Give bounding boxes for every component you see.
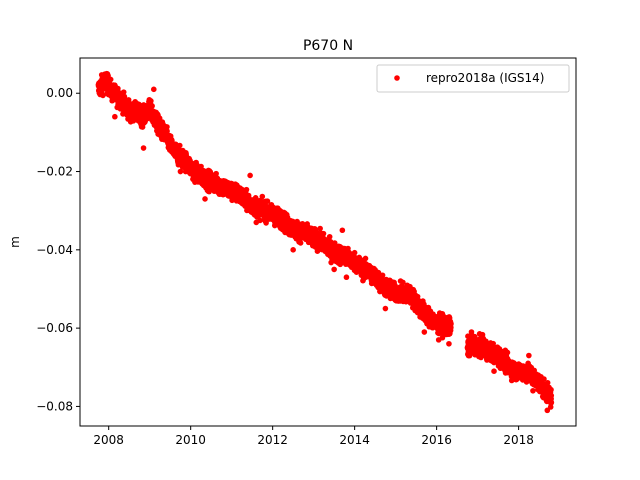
data-point (526, 352, 532, 359)
data-point (435, 337, 442, 343)
data-point (331, 266, 337, 273)
data-points (95, 70, 555, 414)
data-point (320, 230, 327, 237)
data-point (150, 86, 157, 93)
data-point (339, 227, 346, 234)
data-point (121, 93, 128, 100)
data-point (112, 113, 118, 120)
data-point (202, 196, 208, 202)
data-point (213, 170, 219, 177)
data-point (362, 255, 369, 262)
x-tick-label: 2016 (421, 433, 452, 447)
legend: repro2018a (IGS14) (376, 64, 570, 93)
data-point (247, 172, 253, 179)
data-point (148, 98, 154, 104)
data-point (259, 193, 266, 200)
data-point (253, 219, 260, 226)
data-point (326, 233, 333, 240)
x-tick-label: 2014 (339, 433, 370, 447)
data-point (100, 92, 106, 99)
y-tick-label: −0.06 (36, 321, 73, 335)
legend-marker-icon (394, 75, 400, 81)
data-point (140, 145, 147, 151)
data-point (448, 321, 454, 327)
data-point (164, 124, 170, 130)
y-tick-label: −0.04 (36, 243, 73, 257)
data-point (243, 186, 250, 193)
y-tick-label: 0.00 (46, 86, 73, 100)
chart-title: P670 N (303, 38, 353, 54)
legend-entry-label: repro2018a (IGS14) (426, 71, 544, 85)
data-point (290, 247, 296, 253)
data-point (177, 168, 184, 175)
data-point (103, 70, 110, 77)
x-axis: 2008 2010 2012 2014 2016 2018 (93, 426, 534, 447)
data-point (446, 340, 452, 347)
data-point (548, 399, 555, 406)
x-tick-label: 2010 (175, 433, 206, 447)
data-point (400, 279, 406, 286)
data-point (382, 305, 389, 312)
x-tick-label: 2012 (257, 433, 288, 447)
data-point (544, 407, 551, 414)
data-point (120, 89, 127, 95)
y-tick-label: −0.02 (36, 165, 73, 179)
data-point (379, 272, 386, 279)
data-point (297, 240, 304, 246)
data-point (491, 368, 497, 374)
data-point (548, 392, 555, 399)
data-point (343, 274, 350, 281)
data-point (504, 349, 511, 356)
data-point (264, 198, 271, 205)
data-point (530, 387, 536, 394)
data-point (149, 103, 155, 109)
data-point (198, 163, 204, 170)
x-tick-label: 2018 (503, 433, 534, 447)
data-point (421, 329, 428, 335)
y-axis: 0.00 −0.02 −0.04 −0.06 −0.08 (36, 86, 80, 413)
data-point (317, 225, 323, 232)
data-point (156, 115, 163, 121)
data-point (548, 386, 554, 393)
y-tick-label: −0.08 (36, 399, 73, 413)
data-point (176, 142, 183, 149)
y-axis-label: m (8, 236, 22, 248)
x-tick-label: 2008 (93, 433, 124, 447)
data-point (351, 249, 358, 256)
data-point (468, 329, 475, 335)
data-point (107, 76, 114, 83)
